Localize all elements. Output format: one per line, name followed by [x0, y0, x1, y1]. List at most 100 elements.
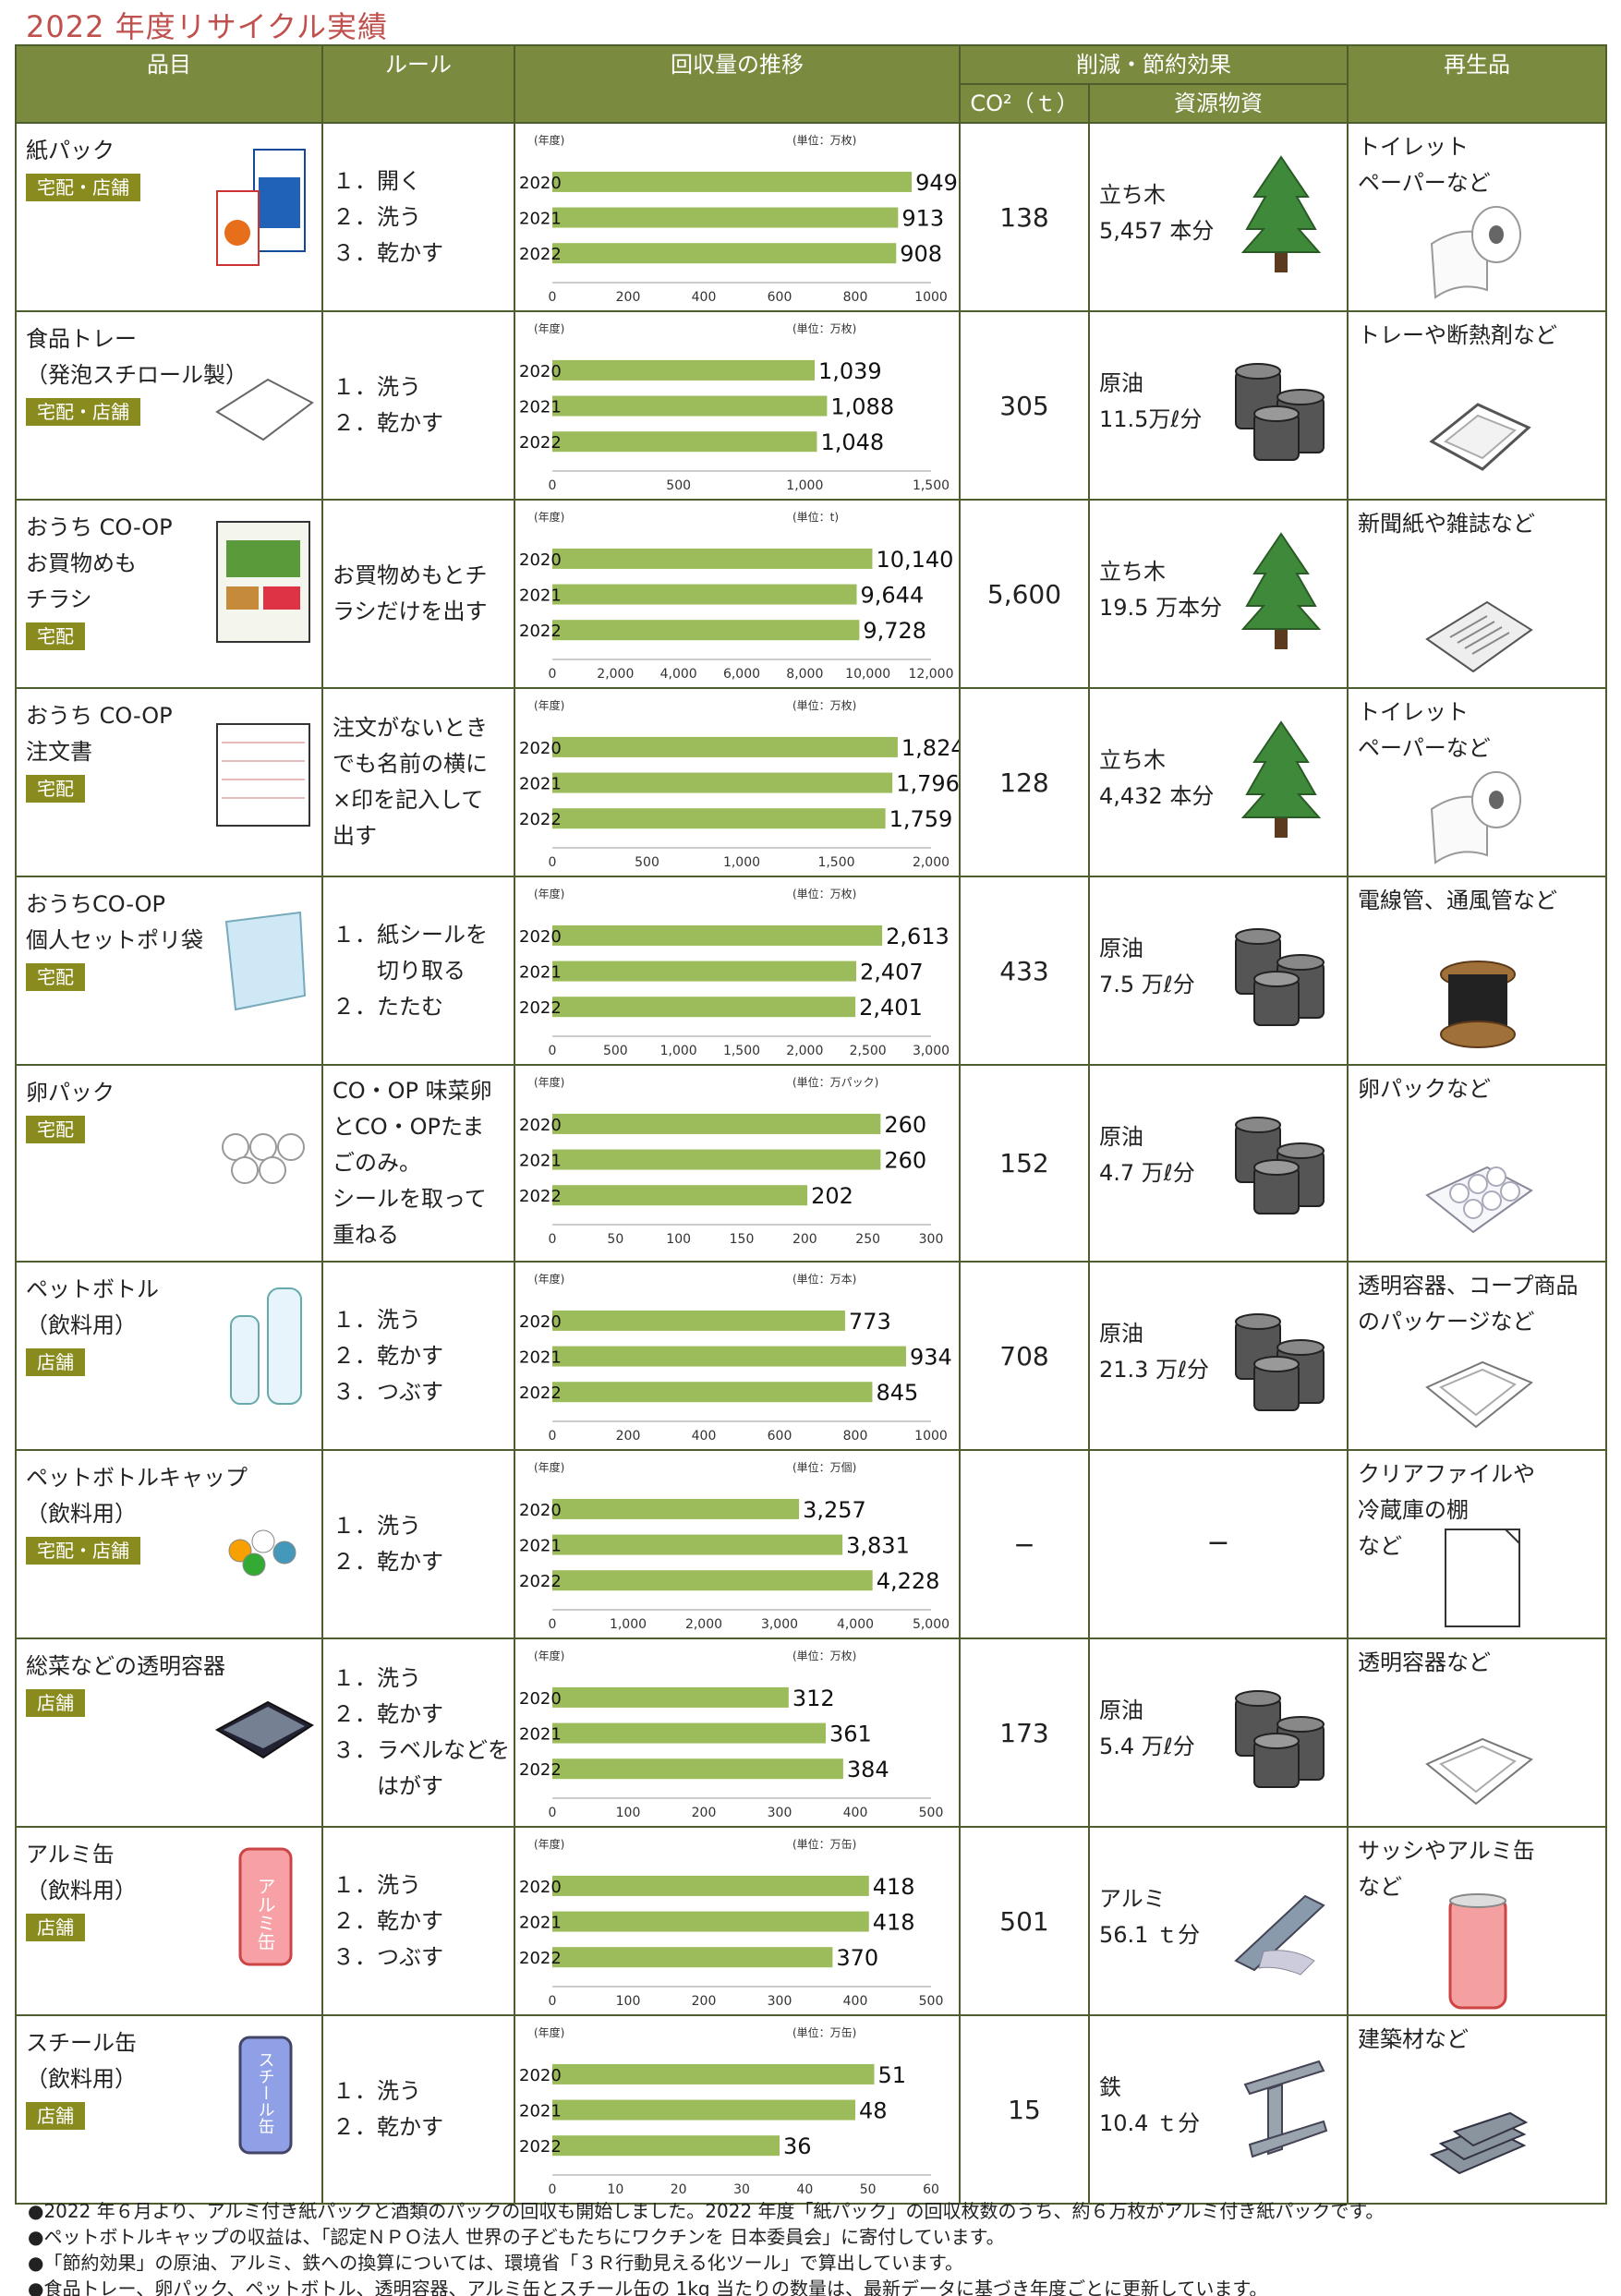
item-name: ペットボトルキャップ — [26, 1465, 248, 1491]
x-tick-label: 0 — [549, 1044, 557, 1058]
x-tick-label: 12,000 — [909, 667, 954, 682]
year-label: (年度) — [534, 887, 564, 900]
co2-value: 501 — [959, 1826, 1090, 2016]
product-text: のパッケージなど — [1358, 1309, 1535, 1335]
table-row: 食品トレー （発泡スチロール製） 宅配・店舗 １．洗う ２．乾かす (年度) (単位：万枚)… — [15, 310, 1607, 501]
product-cell: クリアファイルや 冷蔵庫の棚 など — [1347, 1449, 1607, 1639]
year-label: (年度) — [534, 1460, 564, 1474]
value-label: 9,644 — [861, 583, 925, 609]
x-tick-label: 400 — [692, 290, 717, 305]
year-tick-label: 2020 — [519, 362, 562, 381]
product-cell: 透明容器、コープ商品 のパッケージなど — [1347, 1261, 1607, 1451]
table-row: おうち CO-OP お買物めも チラシ 宅配 お買物めもとチ ラシだけを出す (年度) (単位… — [15, 499, 1607, 689]
container-icon — [1425, 1737, 1533, 1806]
x-tick-label: 600 — [768, 1429, 792, 1444]
rule-cell: １．開く ２．洗う ３．乾かす — [321, 122, 515, 312]
x-tick-label: 1,500 — [817, 855, 854, 870]
x-tick-label: 1,500 — [913, 478, 950, 493]
item-cell: 食品トレー （発泡スチロール製） 宅配・店舗 — [15, 310, 323, 501]
unit-label: (単位：万枚) — [792, 1649, 856, 1662]
year-tick-label: 2021 — [519, 1152, 562, 1171]
channel-tag: 宅配・店舗 — [26, 1537, 140, 1565]
flyer-icon — [216, 521, 310, 643]
plastic-bag-icon — [224, 911, 307, 1011]
rule-cell: １．洗う ２．乾かす — [321, 1449, 515, 1639]
x-tick-label: 4,000 — [837, 1617, 874, 1632]
item-name: チラシ — [26, 586, 92, 612]
unit-label: (単位：万枚) — [792, 133, 856, 147]
tree-icon — [1240, 155, 1322, 272]
resource-cell: 原油 11.5万ℓ分 — [1088, 310, 1349, 501]
resource-cell: 原油 21.3 万ℓ分 — [1088, 1261, 1349, 1451]
x-tick-label: 2,000 — [913, 855, 950, 870]
value-label: 2,613 — [886, 924, 950, 949]
year-label: (年度) — [534, 1837, 564, 1851]
year-label: (年度) — [534, 133, 564, 147]
rule-cell: CO・OP 味菜卵 とCO・OPたま ごのみ。 シールを取って 重ねる — [321, 1064, 515, 1263]
product-cell: トイレット ペーパーなど — [1347, 122, 1607, 312]
header-effect: 削減・節約効果 — [959, 44, 1349, 85]
rule-cell: １．洗う ２．乾かす — [321, 310, 515, 501]
resource-text: 21.3 万ℓ分 — [1099, 1357, 1209, 1383]
product-text: 透明容器、コープ商品 — [1358, 1273, 1579, 1299]
item-cell: スチール缶 （飲料用） 店舗 スチール缶 — [15, 2014, 323, 2205]
chart-cell: (年度) (単位：万枚) 2020 2,613 2021 2,407 2022 2,401 0 5… — [514, 876, 961, 1066]
x-tick-label: 30 — [733, 2182, 750, 2197]
resource-cell: − — [1088, 1449, 1349, 1639]
x-tick-label: 500 — [919, 1806, 944, 1820]
channel-tag: 宅配 — [26, 1116, 85, 1143]
recovery-bar-chart: (年度) (単位：万枚) 2020 2,613 2021 2,407 2022 2,401 0 5… — [519, 887, 950, 1058]
resource-text: 原油 — [1099, 1698, 1143, 1723]
x-tick-label: 200 — [692, 1994, 717, 2009]
year-tick-label: 2021 — [519, 963, 562, 983]
chart-bar — [552, 1310, 845, 1331]
x-tick-label: 0 — [549, 2182, 557, 2197]
tray-icon — [1429, 403, 1531, 471]
x-tick-label: 6,000 — [723, 667, 760, 682]
rule-line: 出す — [333, 823, 377, 849]
table-row: アルミ缶 （飲料用） 店舗 アルミ缶 １．洗う ２．乾かす ３．つぶす (年度) (単位：万缶)… — [15, 1826, 1607, 2016]
year-label: (年度) — [534, 1075, 564, 1089]
value-label: 10,140 — [876, 547, 953, 573]
rule-line: シールを取って — [333, 1186, 487, 1212]
rule-line: ラシだけを出す — [333, 598, 488, 624]
item-name: （飲料用） — [26, 2066, 137, 2092]
rule-line: ２．乾かす — [333, 2114, 443, 2140]
chart-bar — [552, 1185, 808, 1206]
chart-bar — [552, 961, 856, 982]
x-tick-label: 0 — [549, 1429, 557, 1444]
x-tick-label: 400 — [843, 1994, 868, 2009]
x-tick-label: 50 — [607, 1232, 623, 1247]
table-row: おうち CO-OP 注文書 宅配 注文がないとき でも名前の横に ×印を記入して 出す (年度… — [15, 687, 1607, 877]
table-row: ペットボトル （飲料用） 店舗 １．洗う ２．乾かす ３．つぶす (年度) (単位：万本) 20… — [15, 1261, 1607, 1451]
table-row: おうちCO-OP 個人セットポリ袋 宅配 １．紙シールを 切り取る ２．たたむ (年度)(… — [15, 876, 1607, 1066]
item-name: 個人セットポリ袋 — [26, 927, 203, 953]
product-cell: 透明容器など — [1347, 1637, 1607, 1828]
year-tick-label: 2022 — [519, 622, 562, 641]
rule-line: １．洗う — [333, 1306, 421, 1333]
x-tick-label: 100 — [616, 1994, 641, 2009]
chart-cell: (年度) (単位：万個) 2020 3,257 2021 3,831 2022 4,228 0 1… — [514, 1449, 961, 1639]
rule-line: ２．乾かす — [333, 410, 443, 436]
value-label: 260 — [884, 1148, 926, 1174]
x-tick-label: 1,000 — [610, 1617, 647, 1632]
x-tick-label: 2,000 — [685, 1617, 722, 1632]
x-tick-label: 500 — [919, 1994, 944, 2009]
chart-bar — [552, 1570, 873, 1591]
x-tick-label: 0 — [549, 855, 557, 870]
x-tick-label: 200 — [692, 1806, 717, 1820]
x-tick-label: 2,500 — [850, 1044, 887, 1058]
value-label: 1,048 — [820, 429, 884, 455]
resource-text: 鉄 — [1099, 2074, 1121, 2100]
rule-line: ２．洗う — [333, 203, 421, 230]
item-cell: 総菜などの透明容器 店舗 — [15, 1637, 323, 1828]
aluminum-can-icon — [1448, 1893, 1507, 2010]
year-tick-label: 2022 — [519, 998, 562, 1018]
product-text: トイレット — [1358, 699, 1469, 725]
unit-label: (単位：万パック) — [792, 1075, 878, 1089]
chart-bar — [552, 2099, 855, 2121]
table-row: 卵パック 宅配 CO・OP 味菜卵 とCO・OPたま ごのみ。 シールを取って 重ねる (年度… — [15, 1064, 1607, 1263]
x-tick-label: 8,000 — [786, 667, 823, 682]
rule-line: １．開く — [333, 167, 421, 194]
year-label: (年度) — [534, 510, 564, 524]
